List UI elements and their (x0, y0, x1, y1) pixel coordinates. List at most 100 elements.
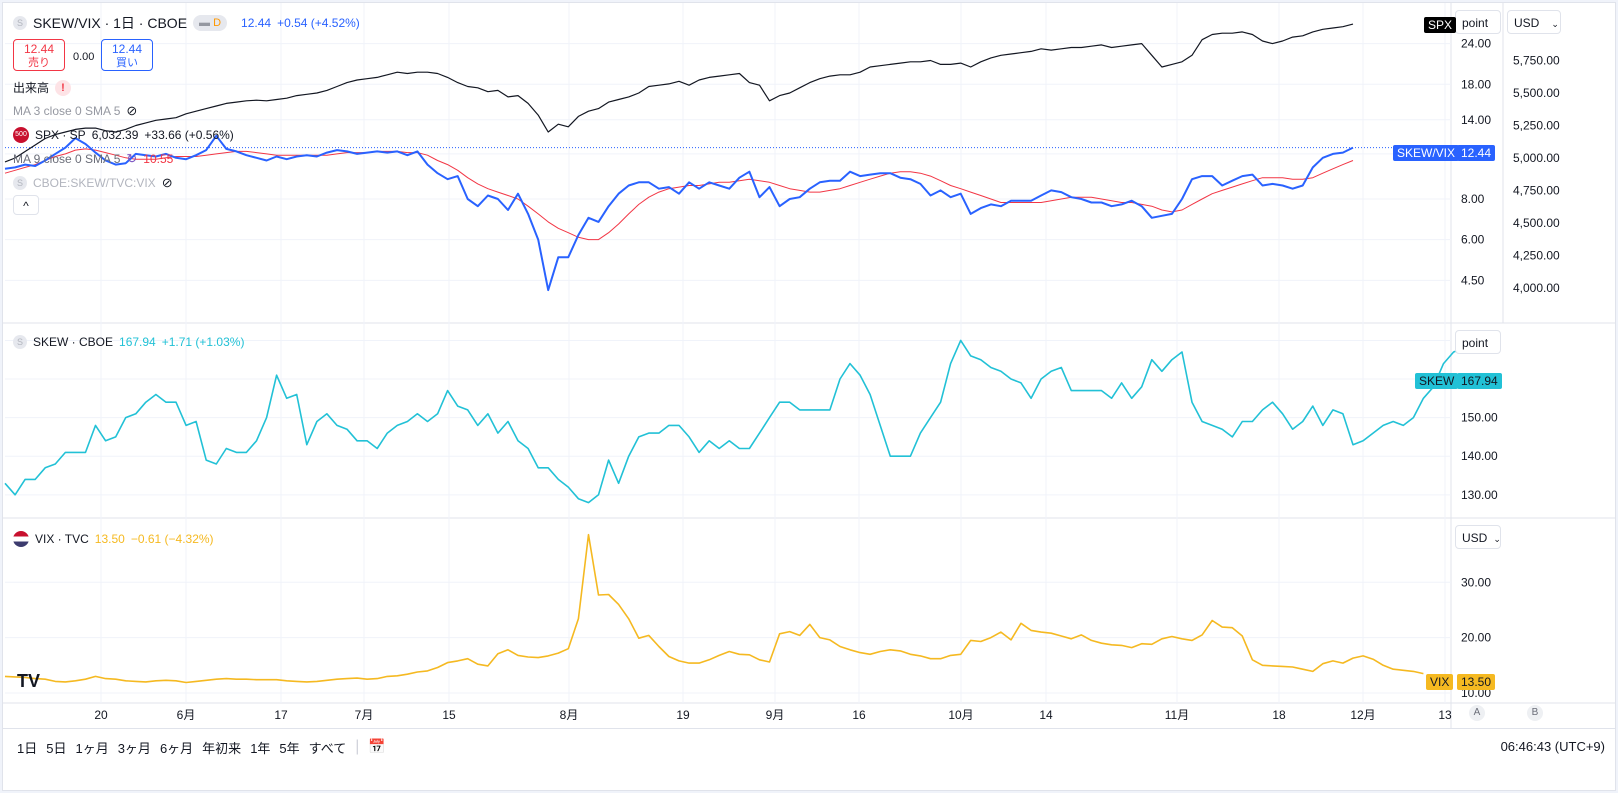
y-tick-label: 150.00 (1461, 411, 1498, 425)
volume-legend[interactable]: 出来高 ! (13, 79, 72, 96)
spx-tick-label: 4,000.00 (1513, 281, 1560, 295)
vix-series-line[interactable] (4, 533, 1424, 684)
ma3-label: MA 3 close 0 SMA 5 (13, 104, 121, 118)
skewvix-value-tag: 12.44 (1457, 145, 1496, 161)
y-tick-label: 24.00 (1461, 37, 1491, 51)
spx-tag: SPX (1424, 17, 1457, 33)
skew-name-tag: SKEW (1415, 373, 1459, 389)
range-all[interactable]: すべて (308, 741, 347, 756)
skew-symbol: SKEW · CBOE (33, 335, 114, 349)
y-tick-label: 20.00 (1461, 631, 1491, 645)
spread-value: 0.00 (73, 51, 95, 63)
spx-tick-label: 4,250.00 (1513, 249, 1560, 263)
skew-logo-icon: S (13, 335, 27, 349)
y-tick-label: 18.00 (1461, 77, 1491, 91)
y-tick-label: 14.00 (1461, 113, 1491, 127)
symbol-logo-icon: S (13, 16, 27, 30)
ref-logo-icon: S (13, 176, 27, 190)
spx-badge-icon: 500 (13, 127, 29, 143)
spx-tick-label: 5,000.00 (1513, 151, 1560, 165)
point-toggle-button-2[interactable]: point (1455, 330, 1501, 354)
range-ytd[interactable]: 年初来 (202, 741, 242, 756)
x-tick-label: 12月 (1350, 708, 1375, 722)
chevron-down-icon: ⌄ (1551, 19, 1559, 29)
warning-icon[interactable]: ! (55, 79, 72, 96)
y-tick-label: 6.00 (1461, 233, 1485, 247)
collapse-legend-button[interactable]: ^ (13, 195, 39, 215)
point-toggle-button[interactable]: point (1455, 10, 1501, 34)
vix-legend[interactable]: VIX · TVC 13.50 −0.61 (−4.32%) (13, 531, 214, 547)
x-tick-label: 13 (1438, 708, 1452, 722)
skewvix-ref-legend[interactable]: S CBOE:SKEW/TVC:VIX ⊘ (13, 175, 173, 191)
range-1d[interactable]: 1日 (17, 741, 38, 756)
hidden-eye-icon[interactable]: ⊘ (126, 103, 138, 118)
vix-value: 13.50 (94, 532, 125, 546)
range-5d[interactable]: 5日 (46, 741, 67, 756)
hidden-eye-icon[interactable]: ⊘ (161, 175, 173, 190)
range-selector: 1日 5日 1ヶ月 3ヶ月 6ヶ月 年初来 1年 5年 すべて | 📅 (17, 738, 386, 757)
y-tick-label: 8.00 (1461, 192, 1485, 206)
clock[interactable]: 06:46:43 (UTC+9) (1500, 739, 1605, 754)
skew-value-tag: 167.94 (1457, 373, 1502, 389)
spx-legend[interactable]: 500 SPX · SP 6,032.39 +33.66 (+0.56%) (13, 127, 234, 143)
vix-change: −0.61 (−4.32%) (130, 532, 214, 546)
spx-series-line[interactable] (4, 23, 1354, 163)
bottom-divider (3, 728, 1615, 729)
x-tick-label: 7月 (355, 708, 374, 722)
sell-price: 12.44 (23, 42, 55, 56)
x-tick-label: 8月 (560, 708, 579, 722)
ma9-legend[interactable]: MA 9 close 0 SMA 5 ↻ 10.55 (13, 151, 173, 167)
range-3m[interactable]: 3ヶ月 (117, 741, 151, 756)
spx-tick-label: 4,750.00 (1513, 184, 1560, 198)
x-tick-label: 17 (274, 708, 288, 722)
range-1y[interactable]: 1年 (250, 741, 271, 756)
x-tick-label: 18 (1272, 708, 1286, 722)
tradingview-logo-icon[interactable]: TV (17, 671, 41, 691)
chart-canvas[interactable]: 20 6月 17 7月 15 8月 19 9月 16 10月 14 11月 18 12月 13 24.00 18… (3, 3, 1616, 791)
spx-value: 6,032.39 (91, 128, 139, 142)
skewvix-ref-label: CBOE:SKEW/TVC:VIX (33, 176, 156, 190)
x-tick-label: 16 (852, 708, 866, 722)
skew-value: 167.94 (119, 335, 156, 349)
vix-name-tag: VIX (1426, 674, 1454, 690)
y-tick-label: 4.50 (1461, 273, 1485, 287)
sell-button[interactable]: 12.44 売り (13, 39, 65, 71)
buy-label: 買い (116, 57, 138, 69)
x-tick-label: 6月 (177, 708, 196, 722)
skewvix-name-tag: SKEW/VIX (1393, 145, 1460, 161)
x-tick-label: 11月 (1165, 708, 1189, 722)
x-tick-label: 10月 (948, 708, 973, 722)
skew-series-line[interactable] (4, 339, 1464, 504)
loading-icon: ↻ (126, 151, 138, 166)
currency-label: USD (1514, 16, 1540, 30)
spx-tick-label: 5,500.00 (1513, 86, 1560, 100)
y-tick-label: 140.00 (1461, 449, 1498, 463)
change-value: +0.54 (+4.52%) (277, 16, 360, 30)
currency-label-2: USD (1462, 531, 1488, 545)
range-6m[interactable]: 6ヶ月 (159, 741, 194, 756)
ma3-legend[interactable]: MA 3 close 0 SMA 5 ⊘ (13, 103, 137, 119)
buy-price: 12.44 (111, 42, 143, 56)
currency-select[interactable]: USD ⌄ (1507, 10, 1561, 34)
spx-change: +33.66 (+0.56%) (144, 128, 234, 142)
range-1m[interactable]: 1ヶ月 (75, 741, 109, 756)
skew-legend[interactable]: S SKEW · CBOE 167.94 +1.71 (+1.03%) (13, 335, 244, 349)
skewvix-series-line[interactable] (4, 134, 1354, 292)
buy-button[interactable]: 12.44 買い (101, 39, 153, 71)
currency-select-2[interactable]: USD ⌄ (1455, 525, 1501, 549)
axis-a-button[interactable]: A (1469, 705, 1485, 721)
interval-badge[interactable]: ▬ D (193, 15, 228, 31)
ma9-label: MA 9 close 0 SMA 5 (13, 152, 121, 166)
calendar-icon[interactable]: 📅 (368, 738, 386, 754)
sell-label: 売り (28, 57, 50, 69)
axis-b-button[interactable]: B (1527, 705, 1543, 721)
y-tick-label: 30.00 (1461, 575, 1491, 589)
spx-tick-label: 4,500.00 (1513, 216, 1560, 230)
spx-symbol: SPX · SP (35, 128, 86, 142)
range-5y[interactable]: 5年 (279, 741, 300, 756)
symbol-title[interactable]: SKEW/VIX · 1日 · CBOE (33, 15, 188, 31)
vix-value-tag: 13.50 (1457, 674, 1496, 690)
chevron-down-icon: ⌄ (1493, 534, 1501, 544)
x-tick-label: 9月 (766, 708, 785, 722)
